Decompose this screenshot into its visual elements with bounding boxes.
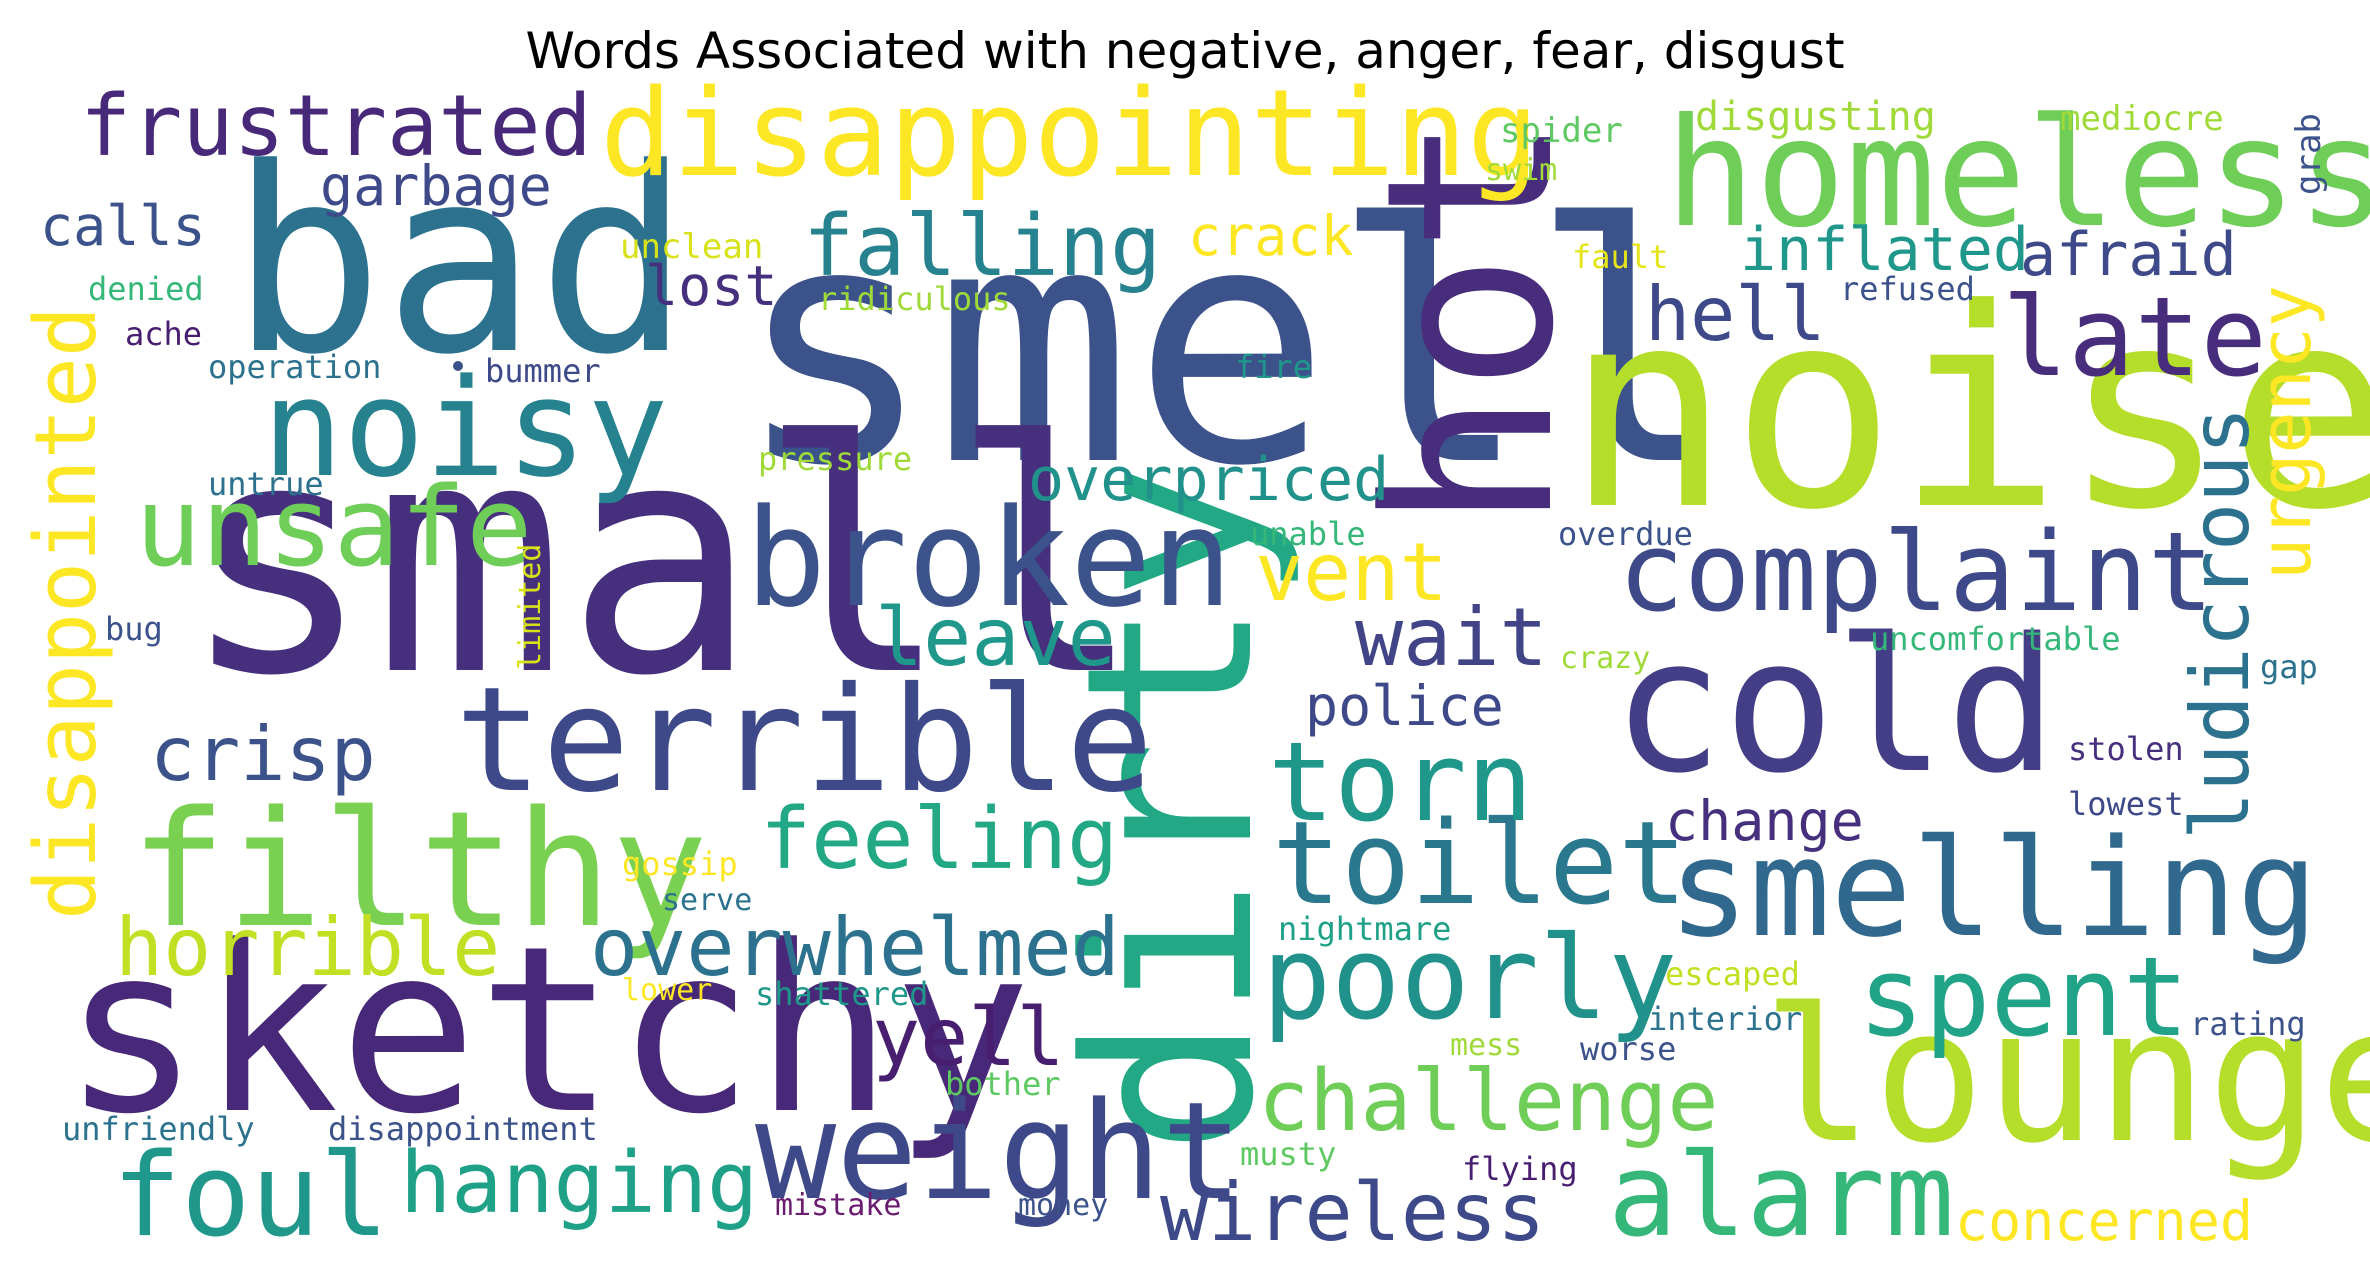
word-unsafe: unsafe: [135, 463, 532, 591]
word-frustrated: frustrated: [80, 77, 592, 176]
word-vent: vent: [1255, 526, 1448, 619]
word-rating: rating: [2190, 1005, 2306, 1043]
word-lounge: lounge: [1762, 968, 2370, 1184]
word-pressure: pressure: [758, 440, 912, 478]
word-horrible: horrible: [115, 901, 500, 994]
word-dirty: dirty: [1038, 463, 1305, 1155]
word-filthy: filthy: [130, 776, 708, 963]
word-hell: hell: [1645, 270, 1826, 358]
word-ache: ache: [125, 315, 202, 353]
word-fault: fault: [1572, 238, 1668, 276]
word-crazy: crazy: [1560, 641, 1650, 676]
word-limited: limited: [513, 544, 548, 670]
word-sketchy: sketchy: [62, 898, 1031, 1165]
word-toilet: toilet: [1272, 797, 1687, 931]
word-untrue: untrue: [208, 465, 324, 503]
word-urgency: urgency: [2245, 285, 2327, 580]
word-wireless: wireless: [1160, 1166, 1545, 1259]
word-refused: refused: [1840, 270, 1975, 308]
word-interior: interior: [1648, 1000, 1802, 1038]
word-noisy: noisy: [262, 350, 668, 507]
word-smelling: smelling: [1668, 810, 2318, 967]
word-disappointing: disappointing: [600, 65, 1539, 204]
word-terrible: terrible: [455, 656, 1153, 825]
word-bummer: bummer: [485, 352, 601, 390]
word-noise: noise: [1565, 250, 2370, 570]
word-ridiculous: ridiculous: [818, 280, 1011, 318]
word-unclean: unclean: [620, 227, 763, 267]
word-nightmare: nightmare: [1278, 910, 1451, 948]
word-disappointed: disappointed: [17, 306, 116, 920]
word-denied: denied: [88, 270, 204, 308]
word-spider: spider: [1500, 111, 1623, 151]
word-lost: lost: [645, 254, 777, 318]
word-crisp: crisp: [150, 710, 376, 798]
word-calls: calls: [40, 194, 206, 258]
word-crack: crack: [1188, 204, 1354, 268]
word-homeless: homeless: [1665, 87, 2370, 261]
word-mistake: mistake: [775, 1188, 901, 1223]
word-hanging: hanging: [400, 1134, 758, 1233]
word-garbage: garbage: [320, 154, 552, 218]
word-bother: bother: [945, 1065, 1061, 1103]
word-hot: hot: [1338, 115, 1605, 530]
dot-mark: [453, 361, 463, 371]
word-bad: bad: [230, 114, 691, 411]
word-operation: operation: [208, 348, 381, 386]
word-swim: swim: [1485, 153, 1557, 188]
word-flying: flying: [1462, 1150, 1578, 1188]
word-police: police: [1305, 674, 1504, 738]
chart-title: Words Associated with negative, anger, f…: [525, 22, 1845, 80]
word-lower: lower: [622, 973, 712, 1008]
word-leave: leave: [875, 591, 1116, 684]
word-torn: torn: [1268, 718, 1533, 846]
word-broken: broken: [745, 480, 1233, 637]
word-overdue: overdue: [1558, 515, 1693, 553]
word-challenge: challenge: [1258, 1052, 1719, 1151]
word-unable: unable: [1250, 515, 1366, 553]
word-late: late: [2002, 273, 2267, 401]
word-alarm: alarm: [1608, 1129, 1954, 1263]
word-grab: grab: [2289, 113, 2329, 195]
word-complaint: complaint: [1618, 508, 2214, 636]
word-uncomfortable: uncomfortable: [1870, 620, 2120, 658]
word-worse: worse: [1580, 1030, 1676, 1068]
word-stolen: stolen: [2068, 730, 2184, 768]
word-fire: fire: [1235, 348, 1312, 386]
word-poorly: poorly: [1262, 912, 1677, 1046]
word-weight: weight: [755, 1073, 1243, 1230]
word-spent: spent: [1858, 933, 2189, 1061]
word-change: change: [1665, 789, 1864, 853]
word-afraid: afraid: [2020, 220, 2237, 290]
word-money: money: [1018, 1188, 1108, 1223]
word-smell: smell: [735, 154, 1728, 538]
word-mess: mess: [1450, 1028, 1522, 1063]
word-gossip: gossip: [622, 845, 738, 883]
word-small: small: [180, 374, 1143, 746]
word-disgusting: disgusting: [1695, 94, 1936, 140]
word-musty: musty: [1240, 1135, 1336, 1173]
word-ludicrous: ludicrous: [2174, 407, 2267, 840]
word-foul: foul: [112, 1129, 389, 1263]
word-mediocre: mediocre: [2060, 99, 2224, 139]
word-cold: cold: [1612, 598, 2058, 814]
word-inflated: inflated: [1740, 215, 2029, 285]
word-lowest: lowest: [2068, 785, 2184, 823]
word-overpriced: overpriced: [1028, 445, 1389, 515]
word-shattered: shattered: [755, 975, 928, 1013]
word-yell: yell: [872, 991, 1065, 1084]
word-serve: serve: [662, 883, 752, 918]
word-overwhelmed: overwhelmed: [590, 901, 1120, 994]
word-concerned: concerned: [1955, 1189, 2253, 1253]
word-gap: gap: [2260, 648, 2318, 686]
word-escaped: escaped: [1665, 955, 1800, 993]
word-falling: falling: [803, 197, 1161, 296]
word-wait: wait: [1355, 591, 1548, 684]
word-unfriendly: unfriendly: [62, 1110, 255, 1148]
word-feeling: feeling: [760, 790, 1118, 889]
word-bug: bug: [105, 610, 163, 648]
word-disappointment: disappointment: [328, 1110, 598, 1148]
